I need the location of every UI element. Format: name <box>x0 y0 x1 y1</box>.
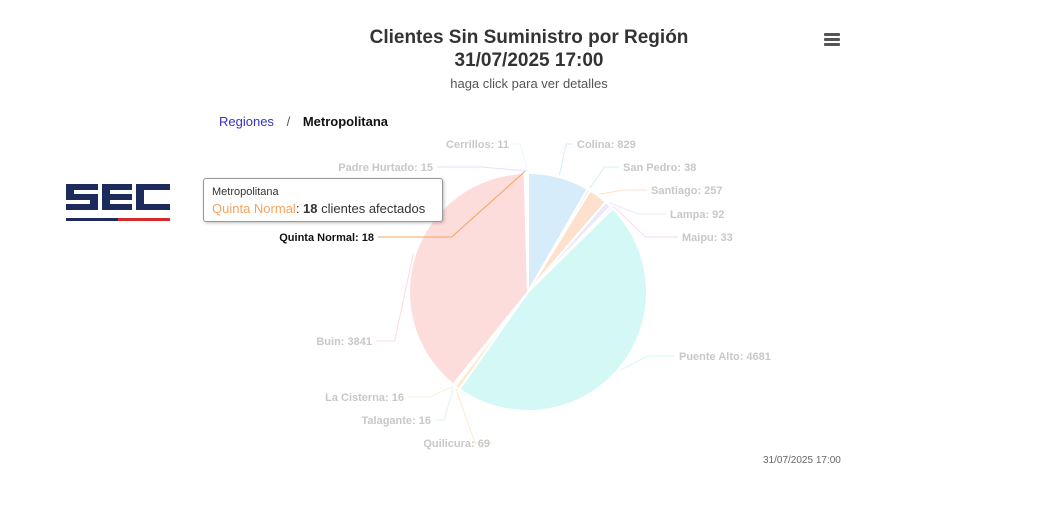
connector-san-pedro <box>589 166 619 189</box>
data-label-maipu[interactable]: Maipu: 33 <box>682 232 733 244</box>
tooltip-body: Quinta Normal: 18 clientes afectados <box>212 201 426 216</box>
chart-subtitle: haga click para ver detalles <box>450 76 608 91</box>
data-label-quilicura[interactable]: Quilicura: 69 <box>423 438 490 450</box>
connector-lampa <box>609 202 666 215</box>
data-label-colina[interactable]: Colina: 829 <box>577 139 636 151</box>
connector-santiago <box>599 189 647 195</box>
chart-title: Clientes Sin Suministro por Región 31/07… <box>0 26 1058 72</box>
data-label-cerrillos[interactable]: Cerrillos: 11 <box>446 139 509 151</box>
data-label-puente-alto[interactable]: Puente Alto: 4681 <box>679 351 771 363</box>
breadcrumb-separator: / <box>286 114 291 129</box>
connector-padre-hurtado <box>437 166 527 172</box>
data-label-la-cisterna[interactable]: La Cisterna: 16 <box>325 392 404 404</box>
tooltip-series-name: Quinta Normal <box>212 201 296 216</box>
chart-title-text: Clientes Sin Suministro por Región <box>369 27 689 48</box>
data-label-lampa[interactable]: Lampa: 92 <box>670 209 724 221</box>
connector-buin <box>376 253 414 342</box>
data-label-talagante[interactable]: Talagante: 16 <box>362 415 432 427</box>
tooltip-header: Metropolitana <box>212 186 279 198</box>
data-label-buin[interactable]: Buin: 3841 <box>316 336 372 348</box>
hamburger-menu-icon[interactable] <box>818 28 846 52</box>
breadcrumb-regiones-link[interactable]: Regiones <box>219 114 274 129</box>
data-label-quinta-normal[interactable]: Quinta Normal: 18 <box>279 232 374 244</box>
pie-slice-buin[interactable] <box>408 172 530 386</box>
connector-cerrillos <box>513 143 529 172</box>
connector-talagante <box>435 387 454 421</box>
pie-slice-cerrillos[interactable] <box>526 171 529 293</box>
connector-puente-alto <box>620 355 675 371</box>
data-label-padre-hurtado[interactable]: Padre Hurtado: 15 <box>338 162 433 174</box>
connector-la-cisterna <box>408 386 453 398</box>
sec-logo <box>66 184 170 221</box>
data-label-san-pedro[interactable]: San Pedro: 38 <box>623 162 696 174</box>
chart-title-timestamp: 31/07/2025 17:00 <box>454 50 604 71</box>
chart-credits: 31/07/2025 17:00 <box>763 455 841 466</box>
chart-tooltip: Metropolitana Quinta Normal: 18 clientes… <box>203 178 443 222</box>
connector-colina <box>558 143 573 176</box>
breadcrumb-current: Metropolitana <box>302 114 389 129</box>
connector-quinta-normal <box>378 170 526 238</box>
connector-maipu <box>612 205 678 238</box>
tooltip-value: 18 <box>303 201 318 216</box>
connector-quilicura <box>455 389 494 444</box>
breadcrumb: Regiones / Metropolitana <box>219 114 388 129</box>
pie-slice-puente-alto[interactable] <box>457 206 648 412</box>
data-label-santiago[interactable]: Santiago: 257 <box>651 185 723 197</box>
tooltip-suffix: clientes afectados <box>321 201 426 216</box>
